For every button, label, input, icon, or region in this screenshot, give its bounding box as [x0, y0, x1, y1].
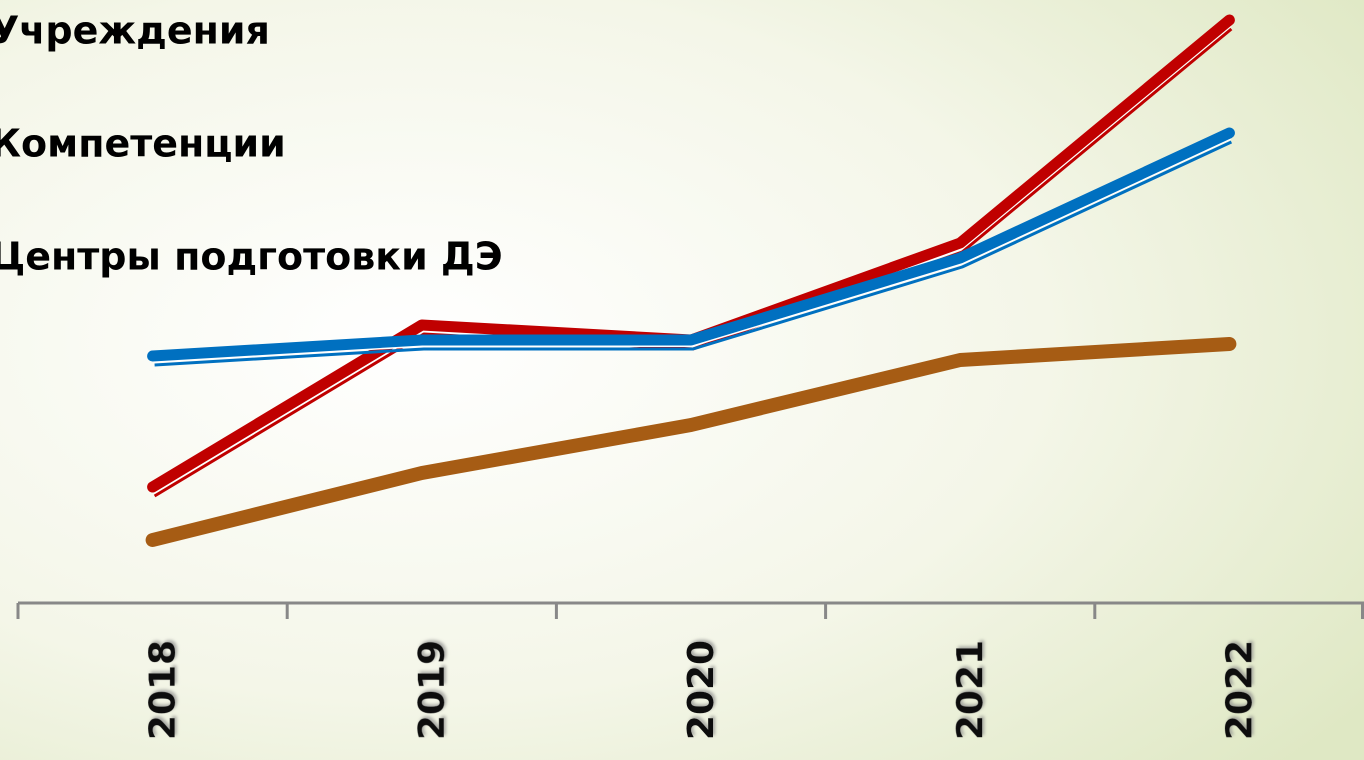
x-tick-label: 2022: [1219, 640, 1260, 740]
x-tick-label: 2018: [143, 640, 184, 740]
legend-label: Центры подготовки ДЭ: [0, 235, 503, 279]
x-tick-label: 2019: [412, 640, 453, 740]
line-shadow: [154, 140, 1233, 367]
line: [147, 127, 1235, 362]
legend-label: Компетенции: [0, 122, 286, 166]
line: [145, 337, 1237, 547]
x-tick-label: 2021: [950, 640, 991, 740]
x-tick-label: 2020: [681, 640, 722, 740]
legend-label: Учреждения: [0, 9, 270, 53]
